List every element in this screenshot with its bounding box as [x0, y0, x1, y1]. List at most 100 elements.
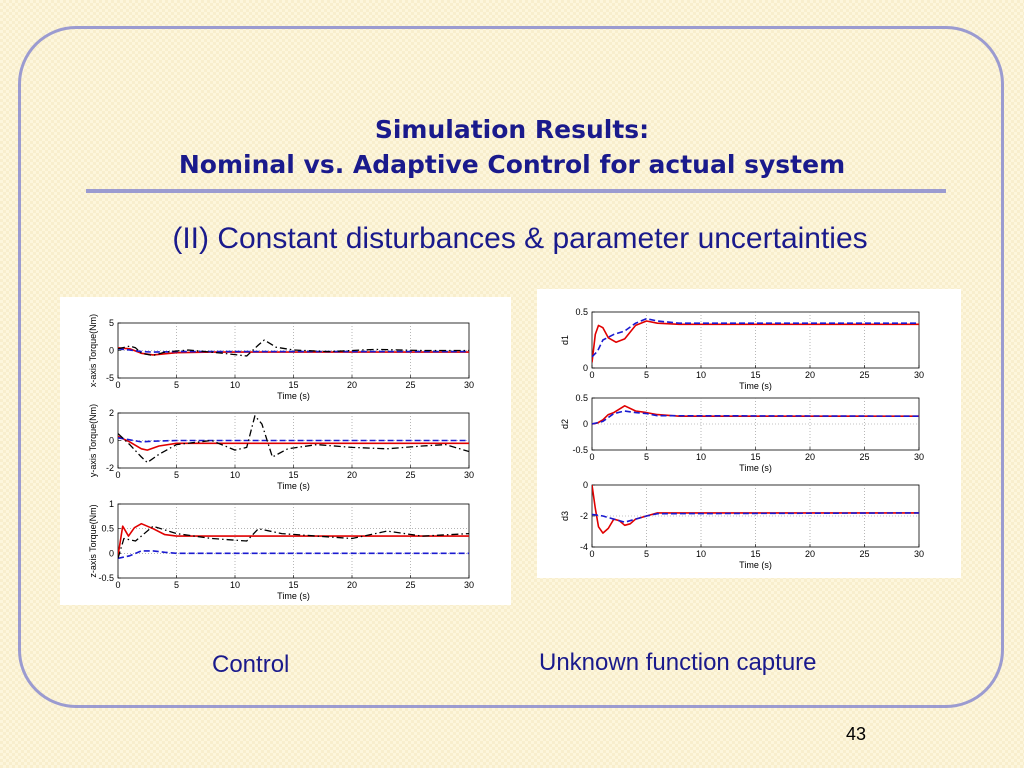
x-tick-label: 5	[644, 452, 649, 462]
x-tick-label: 25	[405, 580, 415, 590]
plot-area	[591, 397, 920, 451]
x-tick-label: 30	[914, 370, 924, 380]
x-tick-label: 15	[750, 549, 760, 559]
unknown-function-figure: 0 5 10 15 20 25 30 0 0.5 Time (s) d1 0 5 10 15 20 25 30 -0…	[537, 289, 961, 578]
x-tick-label: 0	[589, 370, 594, 380]
y-tick-label: 0	[109, 436, 114, 446]
y-tick-label: -0.5	[572, 445, 588, 455]
y-tick-label: 0	[583, 419, 588, 429]
page-number: 43	[846, 724, 867, 744]
x-tick-label: 25	[859, 452, 869, 462]
x-tick-label: 15	[750, 452, 760, 462]
chart-6: 0 5 10 15 20 25 30 -4 -2 0 Time (s) d3	[560, 480, 924, 570]
chart-4: 0 5 10 15 20 25 30 0 0.5 Time (s) d1	[560, 307, 924, 391]
control-figure: 0 5 10 15 20 25 30 -5 0 5 Time (s) x-axis Torque(Nm…	[60, 297, 511, 605]
series-line-blue-dashed	[592, 317, 919, 358]
caption-unknown-function: Unknown function capture	[539, 649, 817, 676]
caption-control: Control	[212, 651, 290, 678]
x-tick-label: 5	[174, 380, 179, 390]
x-tick-label: 10	[230, 380, 240, 390]
y-tick-label: -4	[580, 542, 588, 552]
x-tick-label: 30	[914, 452, 924, 462]
y-tick-label: 0.5	[101, 524, 114, 534]
x-tick-label: 5	[174, 470, 179, 480]
y-axis-label: d1	[560, 335, 570, 345]
x-tick-label: 30	[464, 470, 474, 480]
x-tick-label: 10	[230, 470, 240, 480]
series-line-blue-dashed	[118, 550, 469, 560]
y-tick-label: 5	[109, 318, 114, 328]
y-tick-label: -2	[106, 463, 114, 473]
y-tick-label: 1	[109, 499, 114, 509]
y-tick-label: 0	[109, 346, 114, 356]
x-tick-label: 30	[914, 549, 924, 559]
slide-title: Simulation Results: Nominal vs. Adaptive…	[0, 112, 1024, 182]
series-line-red-solid	[118, 435, 469, 451]
x-tick-label: 10	[696, 549, 706, 559]
x-tick-label: 15	[750, 370, 760, 380]
slide-frame	[18, 26, 1004, 708]
unknown-function-plots: 0 5 10 15 20 25 30 0 0.5 Time (s) d1 0 5 10 15 20 25 30 -0…	[560, 307, 924, 570]
x-axis-label: Time (s)	[277, 391, 310, 401]
x-tick-label: 25	[859, 370, 869, 380]
y-tick-label: 0	[109, 548, 114, 558]
y-tick-label: -0.5	[98, 573, 114, 583]
title-divider	[86, 189, 946, 193]
x-tick-label: 5	[644, 370, 649, 380]
y-axis-label: x-axis Torque(Nm)	[88, 314, 98, 387]
series-line-blue-dashed	[118, 348, 469, 353]
x-tick-label: 0	[115, 380, 120, 390]
x-tick-label: 10	[696, 370, 706, 380]
x-tick-label: 30	[464, 580, 474, 590]
x-axis-label: Time (s)	[739, 381, 772, 391]
x-tick-label: 25	[405, 380, 415, 390]
y-tick-label: 0	[583, 480, 588, 490]
series-line-blue-dashed	[592, 512, 919, 523]
x-tick-label: 5	[174, 580, 179, 590]
x-tick-label: 25	[859, 549, 869, 559]
x-tick-label: 15	[288, 380, 298, 390]
y-axis-label: y-axis Torque(Nm)	[88, 404, 98, 477]
x-tick-label: 0	[115, 580, 120, 590]
x-axis-label: Time (s)	[739, 463, 772, 473]
y-tick-label: 0	[583, 363, 588, 373]
y-tick-label: -2	[580, 511, 588, 521]
x-tick-label: 0	[589, 452, 594, 462]
slide-subtitle: (II) Constant disturbances & parameter u…	[172, 222, 868, 255]
y-axis-label: d2	[560, 419, 570, 429]
series-line-blue-dashed	[592, 410, 919, 425]
y-axis-label: d3	[560, 511, 570, 521]
y-tick-label: -5	[106, 373, 114, 383]
slide-title-line2: Nominal vs. Adaptive Control for actual …	[178, 150, 846, 179]
x-tick-label: 30	[464, 380, 474, 390]
series-line-red-solid	[118, 522, 469, 556]
x-tick-label: 15	[288, 580, 298, 590]
series-line-black-dashdot	[118, 525, 469, 559]
x-tick-label: 20	[347, 470, 357, 480]
slide-title-line1: Simulation Results:	[374, 115, 650, 144]
x-tick-label: 20	[805, 549, 815, 559]
series-line-red-solid	[592, 320, 919, 363]
x-tick-label: 0	[115, 470, 120, 480]
x-tick-label: 5	[644, 549, 649, 559]
x-tick-label: 10	[230, 580, 240, 590]
series-line-black-dashdot	[118, 415, 469, 464]
y-tick-label: 2	[109, 408, 114, 418]
series-line-blue-dashed	[118, 437, 469, 443]
x-tick-label: 10	[696, 452, 706, 462]
x-axis-label: Time (s)	[277, 591, 310, 601]
x-axis-label: Time (s)	[739, 560, 772, 570]
x-tick-label: 20	[805, 370, 815, 380]
x-tick-label: 20	[805, 452, 815, 462]
series-line-black-dashdot	[118, 339, 469, 357]
y-tick-label: 0.5	[575, 307, 588, 317]
x-tick-label: 20	[347, 580, 357, 590]
y-tick-label: 0.5	[575, 393, 588, 403]
x-tick-label: 15	[288, 470, 298, 480]
x-tick-label: 0	[589, 549, 594, 559]
